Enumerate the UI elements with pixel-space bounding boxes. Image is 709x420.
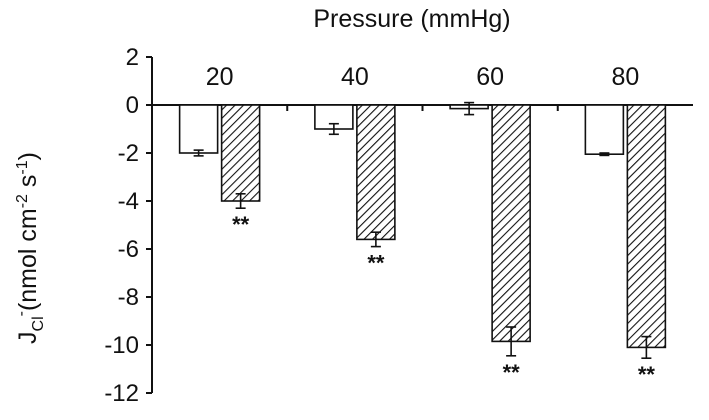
significance-label: ** — [232, 212, 250, 237]
hatched-bar — [220, 104, 261, 202]
y-tick-label: -4 — [118, 188, 139, 215]
hatched-bar — [491, 104, 531, 343]
hatched-bar — [626, 104, 667, 349]
category-label: 40 — [341, 63, 369, 91]
y-tick-label: -2 — [118, 140, 139, 167]
category-label: 60 — [476, 63, 504, 91]
significance-label: ** — [638, 362, 656, 387]
y-tick-label: 2 — [126, 44, 139, 71]
category-label: 20 — [206, 63, 234, 91]
chart-title: Pressure (mmHg) — [313, 5, 510, 33]
open-bar — [178, 104, 219, 154]
significance-label: ** — [367, 251, 385, 276]
significance-label: ** — [503, 360, 521, 385]
y-tick-label: 0 — [126, 92, 139, 119]
y-tick-label: -10 — [104, 332, 139, 359]
y-axis-label: JCl-(nmol cm-2 s-1) — [13, 152, 47, 344]
y-tick-label: -6 — [118, 236, 139, 263]
category-label: 80 — [611, 63, 639, 91]
y-tick-label: -12 — [104, 380, 139, 407]
hatched-bar — [356, 104, 396, 241]
open-bar — [584, 104, 625, 156]
y-tick-label: -8 — [118, 284, 139, 311]
